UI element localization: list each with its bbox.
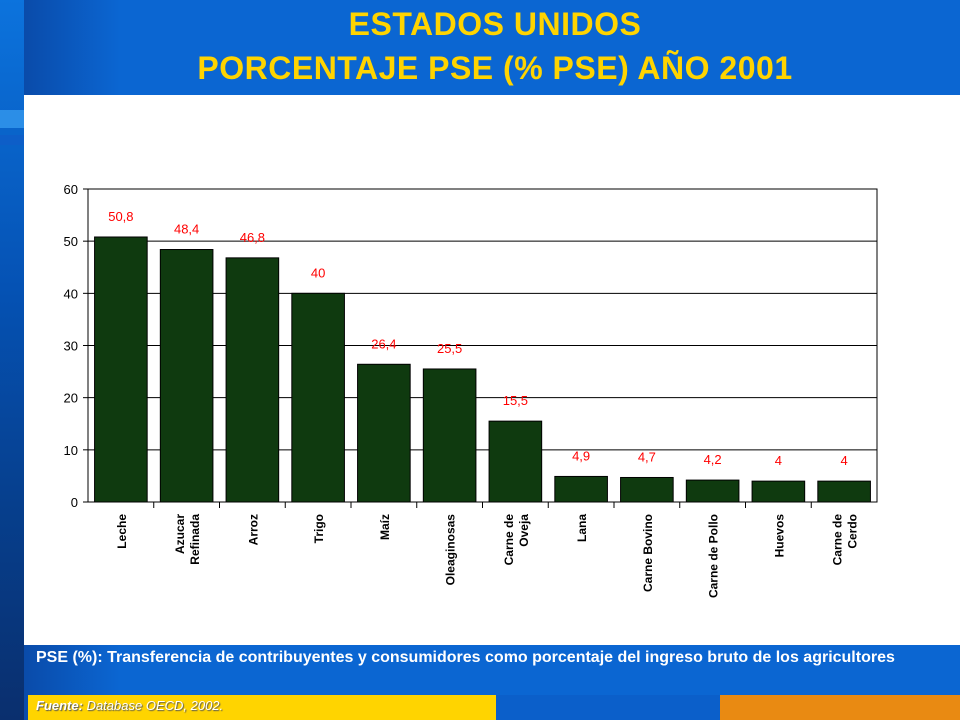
x-tick-label-line: Carne de — [502, 514, 516, 566]
y-tick-label: 40 — [64, 286, 78, 301]
bar-10 — [685, 479, 740, 503]
y-tick-label: 60 — [64, 182, 78, 197]
chart-panel: 0 10 20 30 40 50 60 50,8 Leche 48,4 Azucar Refinada… — [24, 95, 960, 645]
x-tick-label: Lana — [575, 514, 589, 542]
x-tick-label-line: Maíz — [378, 514, 392, 540]
left-decor-stripe — [0, 135, 24, 145]
source-citation: Fuente: Database OECD, 2002. — [36, 698, 223, 713]
bar-1 — [94, 236, 148, 503]
y-tick-label: 20 — [64, 391, 78, 406]
x-tick-label-line: Carne Bovino — [641, 514, 655, 592]
value-label: 4 — [775, 453, 782, 468]
bottom-color-bar — [0, 695, 960, 720]
bar-6 — [422, 368, 477, 503]
x-tick-label: Maíz — [378, 514, 392, 540]
value-label: 25,5 — [437, 341, 462, 356]
value-label: 26,4 — [371, 336, 396, 351]
x-tick-label-line: Carne de — [831, 514, 845, 566]
x-tick-label: Oleaginosas — [444, 514, 458, 586]
x-tick-label-line: Leche — [115, 514, 129, 549]
bar-9 — [620, 476, 674, 503]
x-tick-label-line: Lana — [575, 514, 589, 542]
left-decor-band — [0, 0, 24, 720]
x-tick-label-line: Oleaginosas — [444, 514, 458, 586]
bar-8 — [554, 475, 608, 503]
bar-chart: 0 10 20 30 40 50 60 50,8 Leche 48,4 Azucar Refinada… — [64, 182, 878, 598]
bar-12 — [817, 480, 871, 503]
bar-5 — [357, 363, 411, 503]
source-label: Fuente: — [36, 698, 83, 713]
x-tick-label: Carne de Oveja — [502, 514, 531, 566]
y-tick-label: 0 — [71, 495, 78, 510]
x-tick-label: Arroz — [246, 514, 260, 545]
x-tick-label-line: Carne de Pollo — [707, 514, 721, 598]
x-tick-label-line: Azucar — [173, 514, 187, 554]
x-tick-label-line: Cerdo — [846, 514, 860, 549]
value-label: 48,4 — [174, 222, 199, 237]
x-tick-label: Trigo — [312, 514, 326, 543]
x-tick-label-line: Arroz — [246, 514, 260, 545]
x-tick-label-line: Trigo — [312, 514, 326, 543]
bar-4 — [291, 292, 345, 503]
bottom-bar-yellow-segment — [28, 695, 496, 720]
value-label: 4,2 — [704, 452, 722, 467]
value-label: 46,8 — [240, 230, 265, 245]
value-label: 4,9 — [572, 448, 590, 463]
x-tick-label: Leche — [115, 514, 129, 549]
y-tick-label: 50 — [64, 234, 78, 249]
bar-2 — [159, 249, 214, 503]
bar-3 — [225, 257, 280, 503]
x-tick-label-line: Huevos — [772, 514, 786, 558]
value-label: 4,7 — [638, 449, 656, 464]
left-decor-stripe — [0, 110, 24, 128]
bottom-bar-blue-segment — [496, 695, 720, 720]
x-tick-label-line: Refinada — [188, 514, 202, 565]
value-label: 40 — [311, 265, 325, 280]
page-title: ESTADOS UNIDOS PORCENTAJE PSE (% PSE) AÑ… — [30, 2, 960, 90]
x-tick-label-line: Oveja — [517, 514, 531, 547]
x-tick-label: Huevos — [772, 514, 786, 558]
title-line-1: ESTADOS UNIDOS — [348, 6, 642, 42]
bar-7 — [488, 420, 543, 503]
value-label: 50,8 — [108, 209, 133, 224]
value-label: 4 — [841, 453, 848, 468]
bar-11 — [751, 480, 806, 503]
x-tick-label: Carne de Pollo — [707, 514, 721, 598]
y-tick-label: 10 — [64, 443, 78, 458]
x-tick-label: Azucar Refinada — [173, 514, 202, 565]
x-tick-label: Carne de Cerdo — [831, 514, 860, 566]
source-text: Database OECD, 2002. — [82, 698, 224, 713]
x-tick-label: Carne Bovino — [641, 514, 655, 592]
value-label: 15,5 — [503, 393, 528, 408]
title-line-2: PORCENTAJE PSE (% PSE) AÑO 2001 — [197, 50, 793, 86]
bottom-bar-orange-segment — [720, 695, 960, 720]
pse-definition-note: PSE (%): Transferencia de contribuyentes… — [36, 649, 895, 666]
y-tick-label: 30 — [64, 339, 78, 354]
